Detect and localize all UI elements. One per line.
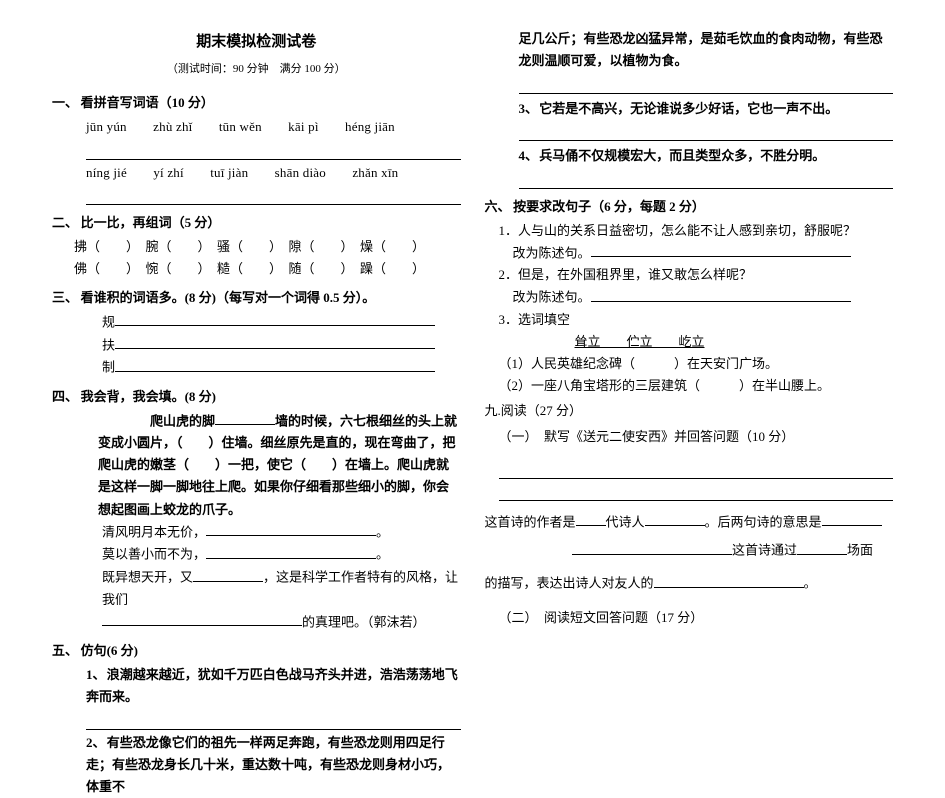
q4-num: 四、 xyxy=(52,385,81,410)
q6-item2: 2．但是，在外国租界里，谁又敢怎么样呢？ xyxy=(485,264,894,286)
q5-item2-blank xyxy=(519,74,894,94)
q6-item1: 1．人与山的关系日益密切，怎么能不让人感到亲切，舒服呢？ xyxy=(485,220,894,242)
q6-words: 耸立 伫立 屹立 xyxy=(485,331,894,353)
q9-line3: 的描写，表达出诗人对友人的。 xyxy=(485,572,894,595)
q6-fill1: （1）人民英雄纪念碑（ ）在天安门广场。 xyxy=(485,353,894,375)
q5-item4: 4、兵马俑不仅规模宏大，而且类型众多，不胜分明。 xyxy=(485,145,894,167)
q6-title: 按要求改句子（6 分，每题 2 分） xyxy=(513,199,705,214)
q5-head: 五、仿句(6 分) xyxy=(52,639,461,664)
q1-blank-row1 xyxy=(86,140,461,160)
q4-line-a: 清风明月本无价，。 xyxy=(52,521,461,544)
q9-poem-blank1 xyxy=(499,460,894,480)
q9-poem-blank2 xyxy=(499,481,894,501)
q1-head: 一、看拼音写词语（10 分） xyxy=(52,91,461,116)
q5-item1-blank xyxy=(86,710,461,730)
q4-passage: 爬山虎的脚墙的时候，六七根细丝的头上就变成小圆片，（ ）住墙。细丝原先是直的，现… xyxy=(52,410,461,521)
q1-num: 一、 xyxy=(52,91,81,116)
q2-row2: 佛（ ） 惋（ ） 糙（ ） 随（ ） 躁（ ） xyxy=(52,258,461,280)
q4-line-c: 既异想天开，又，这是科学工作者特有的风格，让我们 xyxy=(52,566,461,611)
q5-item4-blank xyxy=(519,169,894,189)
q5-item2-cont: 足几公斤；有些恐龙凶猛异常，是茹毛饮血的食肉动物，有些恐龙则温顺可爱，以植物为食… xyxy=(485,28,894,72)
q9-head: 九.阅读（27 分） xyxy=(485,400,894,422)
q1-blank-row2 xyxy=(86,186,461,206)
q1-title: 看拼音写词语（10 分） xyxy=(81,95,214,110)
q3-line1: 规 xyxy=(52,311,461,334)
q6-fill2: （2）一座八角宝塔形的三层建筑（ ）在半山腰上。 xyxy=(485,375,894,397)
q2-title: 比一比，再组词（5 分） xyxy=(81,215,221,230)
q5-item3: 3、它若是不高兴，无论谁说多少好话，它也一声不出。 xyxy=(485,98,894,120)
q5-item1: 1、浪潮越来越近，犹如千万匹白色战马齐头并进，浩浩荡荡地飞奔而来。 xyxy=(52,664,461,708)
q5-item3-blank xyxy=(519,122,894,142)
q3-line3: 制 xyxy=(52,356,461,379)
q2-row1: 拂（ ） 腕（ ） 骚（ ） 隙（ ） 燥（ ） xyxy=(52,236,461,258)
q2-head: 二、比一比，再组词（5 分） xyxy=(52,211,461,236)
exam-subtitle: （测试时间：90 分钟 满分 100 分） xyxy=(52,59,461,80)
q4-line-d: 的真理吧。（郭沫若） xyxy=(52,611,461,634)
q5-num: 五、 xyxy=(52,639,81,664)
q9-line2: 这首诗通过场面 xyxy=(485,539,894,562)
q4-title: 我会背，我会填。(8 分) xyxy=(81,389,216,404)
q3-num: 三、 xyxy=(52,286,81,311)
q5-title: 仿句(6 分) xyxy=(81,643,138,658)
q3-head: 三、看谁积的词语多。(8 分)（每写对一个词得 0.5 分）。 xyxy=(52,286,461,311)
q1-pinyin-row1: jūn yún zhù zhǐ tūn wěn kāi pì héng jiān xyxy=(52,116,461,138)
q2-num: 二、 xyxy=(52,211,81,236)
q6-item2-sub: 改为陈述句。 xyxy=(485,286,894,309)
q6-num: 六、 xyxy=(485,195,514,220)
exam-title: 期末模拟检测试卷 xyxy=(52,28,461,57)
q6-item3: 3．选词填空 xyxy=(485,309,894,331)
q6-item1-sub: 改为陈述句。 xyxy=(485,242,894,265)
q6-head: 六、按要求改句子（6 分，每题 2 分） xyxy=(485,195,894,220)
q1-pinyin-row2: níng jié yí zhí tuī jiàn shān diào zhǎn … xyxy=(52,162,461,184)
left-column: 期末模拟检测试卷 （测试时间：90 分钟 满分 100 分） 一、看拼音写词语（… xyxy=(40,28,473,635)
right-column: 足几公斤；有些恐龙凶猛异常，是茹毛饮血的食肉动物，有些恐龙则温顺可爱，以植物为食… xyxy=(473,28,906,635)
q3-line2: 扶 xyxy=(52,334,461,357)
q4-head: 四、我会背，我会填。(8 分) xyxy=(52,385,461,410)
q9-part2: （二） 阅读短文回答问题（17 分） xyxy=(485,607,894,629)
q9-line1: 这首诗的作者是代诗人。后两句诗的意思是 xyxy=(485,511,894,534)
q3-title: 看谁积的词语多。(8 分)（每写对一个词得 0.5 分）。 xyxy=(81,290,376,305)
q9-part1: （一） 默写《送元二使安西》并回答问题（10 分） xyxy=(485,426,894,448)
q5-item2: 2、有些恐龙像它们的祖先一样两足奔跑，有些恐龙则用四足行走；有些恐龙身长几十米，… xyxy=(52,732,461,798)
q4-line-b: 莫以善小而不为，。 xyxy=(52,543,461,566)
